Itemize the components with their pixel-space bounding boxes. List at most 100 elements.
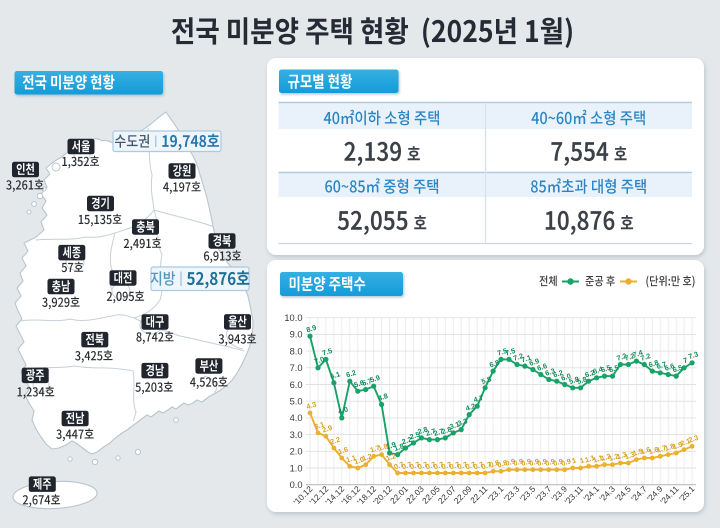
svg-text:0.7: 0.7	[472, 460, 484, 472]
svg-text:1.9: 1.9	[385, 440, 397, 452]
svg-text:6.2: 6.2	[345, 368, 357, 380]
svg-text:6.6: 6.6	[536, 361, 548, 373]
svg-text:6.4: 6.4	[592, 364, 604, 376]
svg-text:2.7: 2.7	[424, 426, 436, 438]
svg-text:1.0: 1.0	[353, 455, 365, 467]
svg-text:0.7: 0.7	[432, 460, 444, 472]
svg-text:2.0: 2.0	[290, 447, 303, 457]
svg-text:5.9: 5.9	[369, 373, 381, 385]
svg-text:0.7: 0.7	[416, 460, 428, 472]
svg-text:1.3: 1.3	[615, 450, 627, 462]
svg-text:1.8: 1.8	[663, 441, 675, 453]
svg-text:6.5: 6.5	[608, 363, 620, 375]
svg-text:0.0: 0.0	[290, 480, 303, 490]
svg-text:3.3: 3.3	[456, 416, 468, 428]
svg-text:4.0: 4.0	[337, 404, 349, 416]
svg-text:7.2: 7.2	[623, 351, 635, 363]
svg-text:8.0: 8.0	[290, 346, 303, 356]
svg-text:0.7: 0.7	[440, 460, 452, 472]
svg-text:0.7: 0.7	[480, 460, 492, 472]
svg-text:1.2: 1.2	[361, 451, 373, 463]
svg-text:1.9: 1.9	[671, 440, 683, 452]
svg-text:3.1: 3.1	[313, 419, 325, 431]
svg-text:5.0: 5.0	[290, 397, 303, 407]
svg-text:1: 1	[571, 456, 578, 466]
svg-text:6.2: 6.2	[552, 368, 564, 380]
svg-text:0.9: 0.9	[520, 456, 532, 468]
svg-text:1.8: 1.8	[393, 441, 405, 453]
svg-text:6.8: 6.8	[647, 358, 659, 370]
svg-text:6.0: 6.0	[560, 371, 572, 383]
svg-text:5.6: 5.6	[353, 378, 365, 390]
svg-text:1.2: 1.2	[608, 451, 620, 463]
svg-text:0.9: 0.9	[552, 456, 564, 468]
svg-text:7: 7	[682, 355, 689, 365]
svg-text:1.7: 1.7	[655, 443, 667, 455]
svg-text:7.4: 7.4	[631, 348, 643, 360]
svg-text:7.3: 7.3	[687, 349, 699, 361]
svg-text:2.5: 2.5	[409, 430, 421, 442]
svg-text:0.8: 0.8	[488, 458, 500, 470]
svg-text:0.7: 0.7	[393, 460, 405, 472]
svg-text:5.7: 5.7	[361, 376, 373, 388]
svg-text:2.2: 2.2	[329, 435, 341, 447]
svg-text:1.8: 1.8	[377, 441, 389, 453]
svg-text:0.8: 0.8	[496, 458, 508, 470]
svg-text:7.0: 7.0	[313, 354, 325, 366]
svg-text:0.7: 0.7	[456, 460, 468, 472]
svg-text:6.5: 6.5	[671, 363, 683, 375]
svg-text:4.2: 4.2	[464, 401, 476, 413]
svg-text:0.9: 0.9	[544, 456, 556, 468]
svg-text:2.7: 2.7	[432, 426, 444, 438]
svg-text:1.0: 1.0	[290, 463, 303, 473]
svg-text:1.1: 1.1	[345, 453, 357, 465]
svg-text:2.1: 2.1	[679, 436, 691, 448]
svg-text:4.3: 4.3	[305, 399, 317, 411]
svg-text:0.9: 0.9	[528, 456, 540, 468]
svg-text:4.7: 4.7	[472, 393, 484, 405]
svg-text:1.1: 1.1	[592, 453, 604, 465]
svg-text:7.0: 7.0	[290, 363, 303, 373]
svg-text:5.8: 5.8	[568, 374, 580, 386]
svg-text:0.7: 0.7	[409, 460, 421, 472]
svg-text:4.8: 4.8	[377, 391, 389, 403]
svg-text:6.5: 6.5	[600, 363, 612, 375]
svg-text:0.9: 0.9	[560, 456, 572, 468]
svg-text:1.3: 1.3	[623, 450, 635, 462]
svg-text:4.0: 4.0	[290, 413, 303, 423]
svg-text:6.1: 6.1	[329, 369, 341, 381]
svg-text:6.8: 6.8	[488, 358, 500, 370]
svg-text:8.9: 8.9	[305, 323, 317, 335]
svg-text:9.0: 9.0	[290, 330, 303, 340]
svg-text:7.5: 7.5	[504, 346, 516, 358]
svg-text:1.7: 1.7	[369, 443, 381, 455]
svg-text:2.9: 2.9	[321, 423, 333, 435]
svg-text:6.9: 6.9	[528, 356, 540, 368]
svg-text:2.8: 2.8	[440, 424, 452, 436]
svg-text:0.7: 0.7	[448, 460, 460, 472]
svg-text:1.6: 1.6	[337, 445, 349, 457]
svg-text:6.6: 6.6	[663, 361, 675, 373]
svg-text:0.9: 0.9	[512, 456, 524, 468]
svg-text:0.9: 0.9	[536, 456, 548, 468]
svg-text:0.7: 0.7	[424, 460, 436, 472]
svg-text:3.0: 3.0	[290, 430, 303, 440]
svg-text:1.6: 1.6	[639, 445, 651, 457]
svg-text:7.2: 7.2	[512, 351, 524, 363]
svg-text:1.6: 1.6	[647, 445, 659, 457]
svg-text:0.9: 0.9	[504, 456, 516, 468]
svg-text:1.1: 1.1	[584, 453, 596, 465]
svg-text:1: 1	[579, 456, 586, 466]
svg-text:1.5: 1.5	[631, 446, 643, 458]
svg-text:6.2: 6.2	[584, 368, 596, 380]
svg-text:5.8: 5.8	[576, 374, 588, 386]
svg-text:6.7: 6.7	[655, 359, 667, 371]
svg-text:7.5: 7.5	[321, 346, 333, 358]
svg-text:2.2: 2.2	[401, 435, 413, 447]
svg-text:10.0: 10.0	[284, 313, 302, 323]
svg-text:3.1: 3.1	[448, 419, 460, 431]
svg-text:7.1: 7.1	[520, 353, 532, 365]
svg-text:1.2: 1.2	[600, 451, 612, 463]
svg-text:7.5: 7.5	[496, 346, 508, 358]
svg-text:6.3: 6.3	[544, 366, 556, 378]
